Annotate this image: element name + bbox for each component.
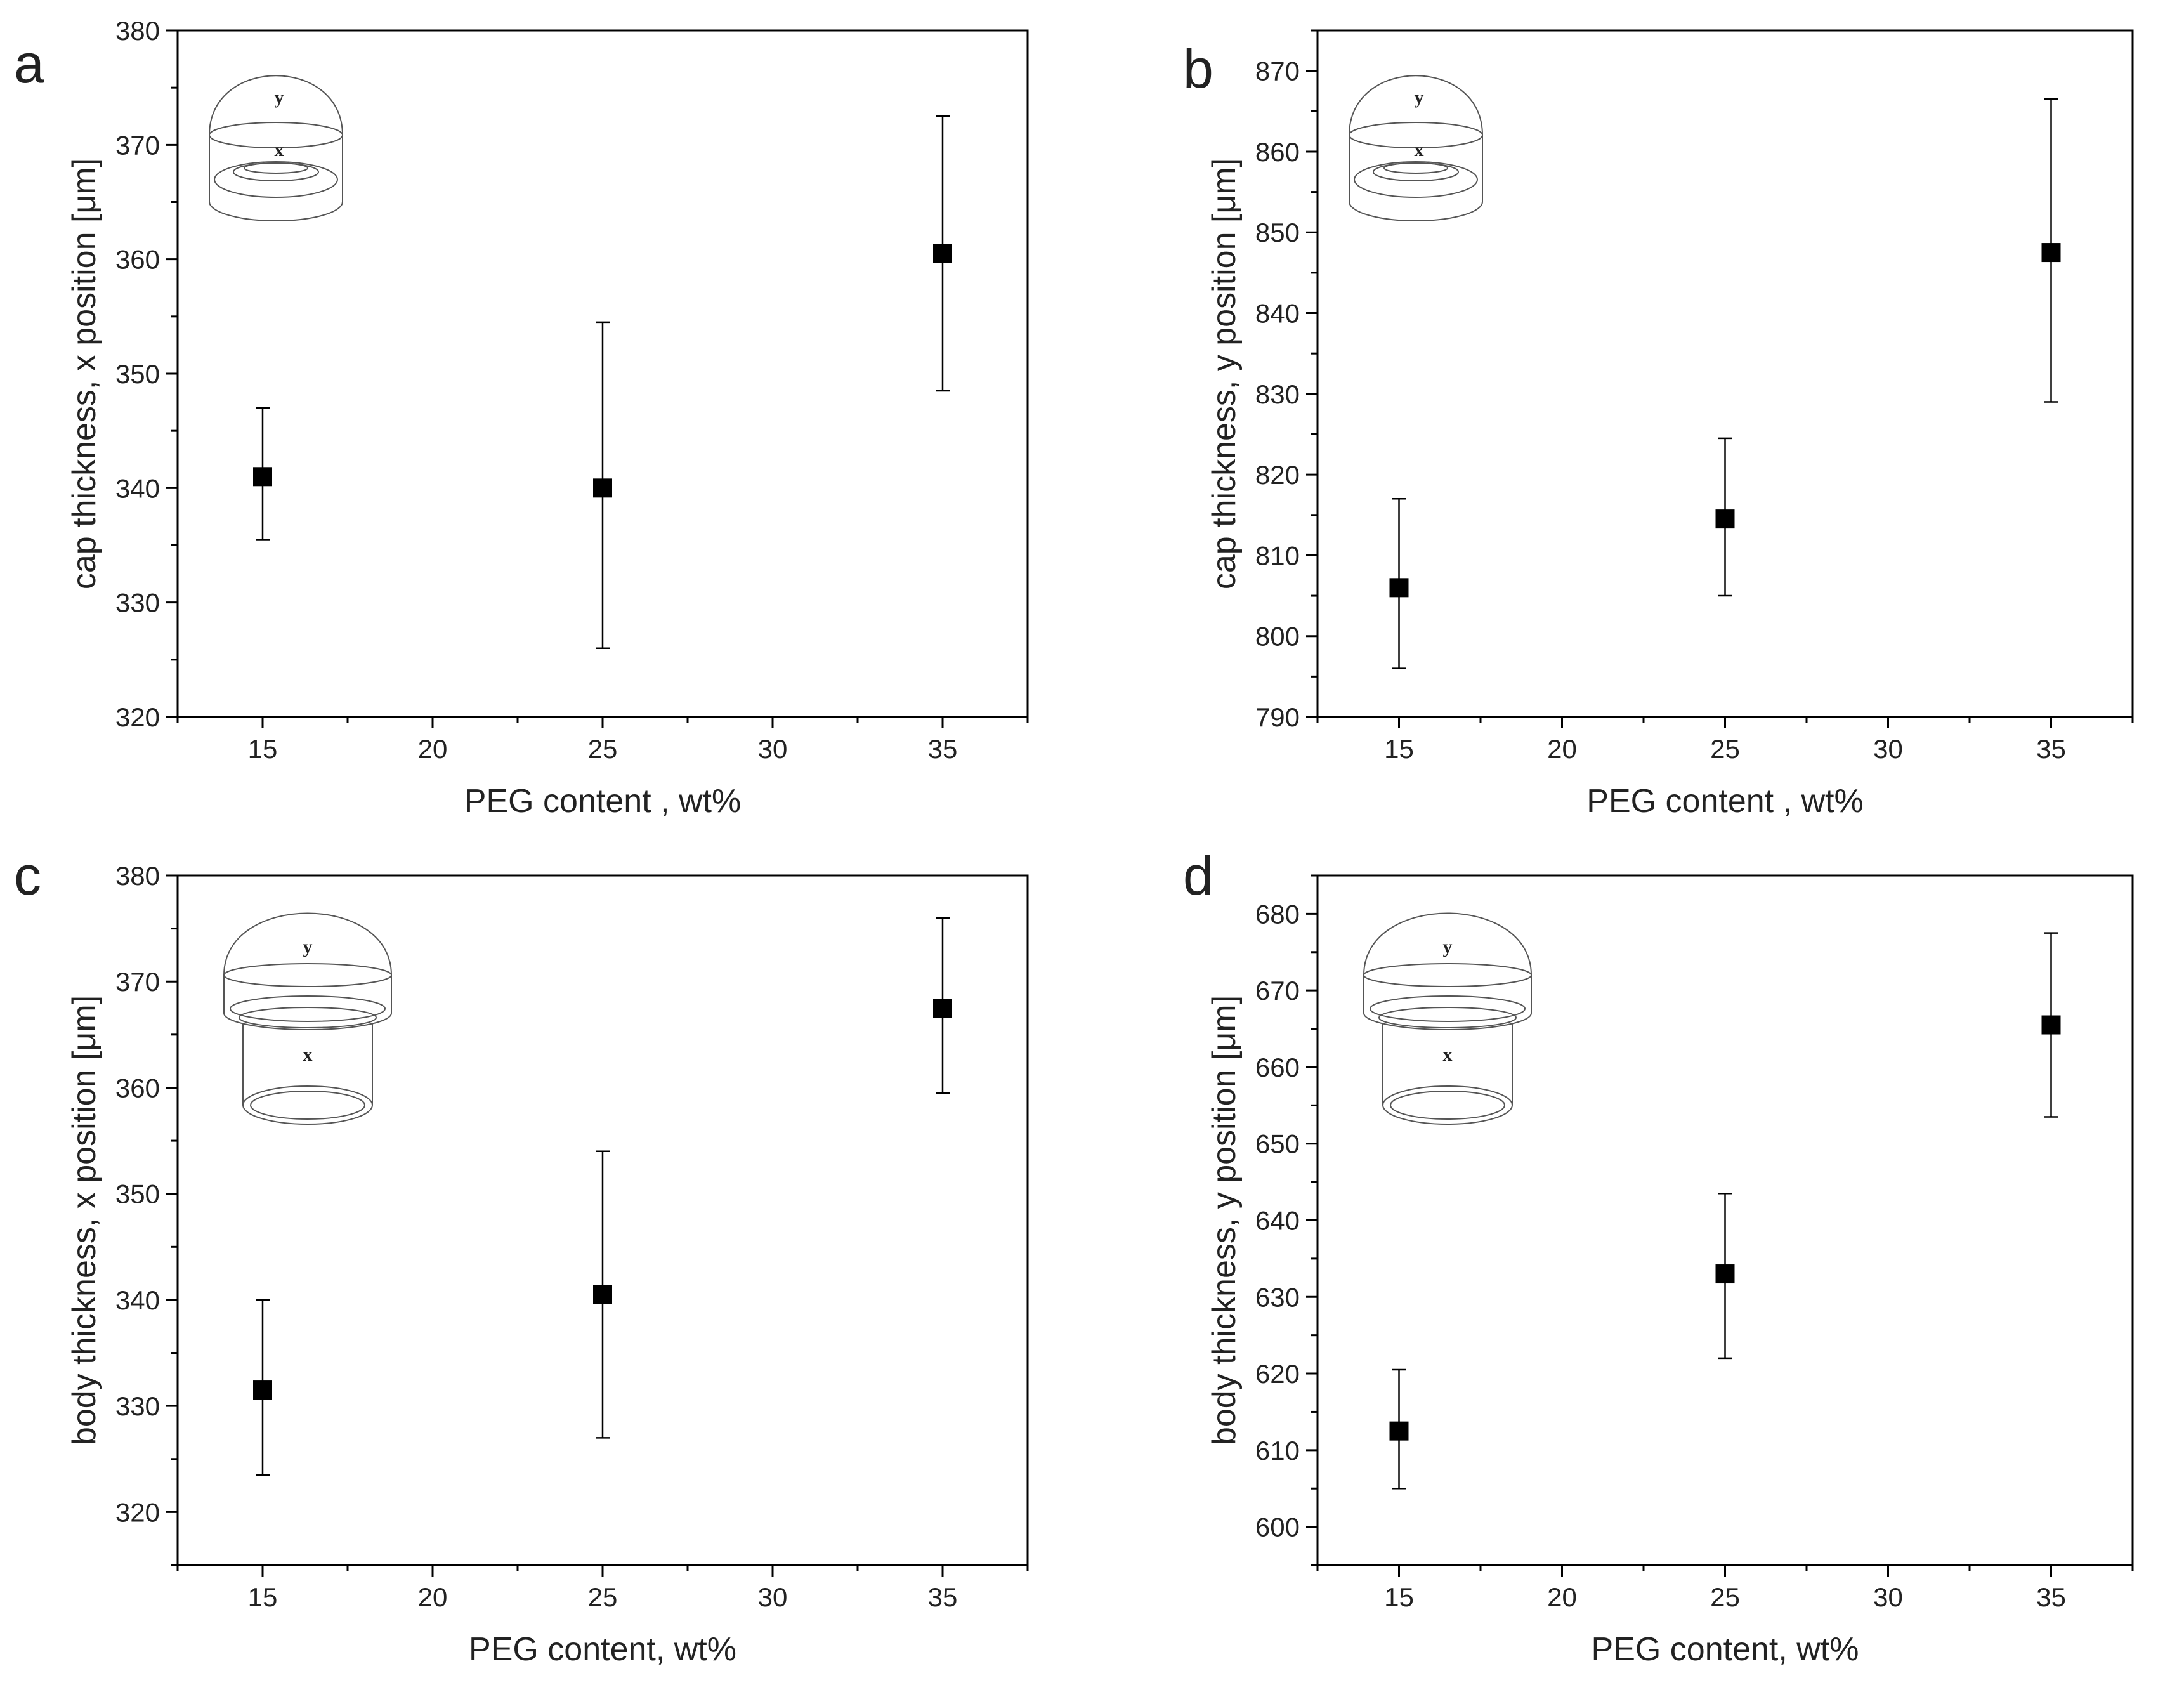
plot-frame [1316, 29, 2134, 718]
panel-letter: d [1183, 846, 1213, 907]
inset-label-y: y [1443, 936, 1453, 957]
data-point [2041, 1015, 2061, 1035]
inset-label-y: y [1415, 87, 1424, 108]
data-point [1715, 1264, 1735, 1284]
y-tick-label: 330 [115, 588, 160, 618]
panel-letter: a [14, 34, 44, 95]
x-axis-label: PEG content , wt% [1586, 783, 1863, 820]
data-point [933, 999, 952, 1018]
body-inset-icon: yx [1363, 912, 1532, 1125]
x-tick-label: 25 [588, 1582, 618, 1612]
x-tick-label: 30 [758, 734, 788, 764]
y-axis-label: body thickness, y position [μm] [1206, 995, 1243, 1445]
x-tick-label: 30 [758, 1582, 788, 1612]
inset-label-y: y [303, 936, 313, 957]
y-tick-label: 350 [115, 359, 160, 389]
y-tick-label: 360 [115, 1073, 160, 1103]
y-axis-label: body thickness, x position [μm] [66, 995, 103, 1445]
y-tick-label: 870 [1255, 56, 1300, 86]
inset-label-x: x [1443, 1044, 1453, 1065]
y-tick-label: 370 [115, 130, 160, 160]
body-inset-icon: yx [223, 912, 392, 1125]
x-tick-label: 25 [588, 734, 618, 764]
data-point [933, 244, 952, 263]
x-tick-label: 15 [1384, 1582, 1414, 1612]
panel-letter: b [1183, 39, 1213, 100]
x-tick-label: 15 [1384, 734, 1414, 764]
x-tick-label: 20 [1547, 734, 1577, 764]
x-tick-label: 35 [928, 1582, 958, 1612]
x-axis-label: PEG content , wt% [464, 783, 741, 820]
y-tick-label: 670 [1255, 976, 1300, 1006]
y-tick-label: 800 [1255, 622, 1300, 652]
y-tick-label: 330 [115, 1391, 160, 1421]
cap-inset-icon: yx [209, 75, 343, 221]
y-tick-label: 820 [1255, 460, 1300, 490]
y-tick-label: 340 [115, 1285, 160, 1315]
data-point [1389, 1421, 1409, 1441]
y-tick-label: 840 [1255, 299, 1300, 329]
inset-label-x: x [1415, 140, 1424, 161]
y-tick-label: 680 [1255, 899, 1300, 929]
y-tick-label: 660 [1255, 1052, 1300, 1082]
data-point [593, 478, 612, 498]
inset-label-x: x [303, 1044, 313, 1065]
y-tick-label: 810 [1255, 541, 1300, 570]
x-tick-label: 35 [2036, 1582, 2066, 1612]
y-tick-label: 850 [1255, 218, 1300, 247]
x-axis-label: PEG content, wt% [469, 1631, 736, 1668]
x-tick-label: 25 [1710, 1582, 1740, 1612]
data-point [2041, 243, 2061, 263]
x-axis-label: PEG content, wt% [1592, 1631, 1859, 1668]
chart-panel-d: d 600 610 620 630 640 650 660 670 680 15 20 25 30 35 PE… [1183, 846, 2134, 1668]
chart-panel-a: a 320 330 340 350 360 370 380 15 20 25 30 35 PEG cont… [14, 16, 1029, 820]
y-tick-label: 370 [115, 967, 160, 997]
data-point [253, 1380, 272, 1400]
x-tick-label: 15 [248, 1582, 278, 1612]
y-axis-label: cap thickness, y position [μm] [1206, 158, 1243, 589]
y-tick-label: 320 [115, 1497, 160, 1527]
chart-panel-c: c 320 330 340 350 360 370 380 15 20 25 30 35 PEG cont… [14, 846, 1029, 1668]
y-tick-label: 380 [115, 861, 160, 891]
y-axis-label: cap thickness, x position [μm] [66, 158, 103, 589]
x-tick-label: 20 [418, 1582, 448, 1612]
y-tick-label: 350 [115, 1179, 160, 1209]
x-tick-label: 35 [2036, 734, 2066, 764]
x-tick-label: 20 [418, 734, 448, 764]
cap-inset-icon: yx [1349, 75, 1483, 221]
y-tick-label: 610 [1255, 1436, 1300, 1465]
x-tick-label: 30 [1873, 734, 1903, 764]
y-tick-label: 320 [115, 702, 160, 732]
inset-label-x: x [275, 140, 284, 161]
y-tick-label: 380 [115, 16, 160, 46]
y-tick-label: 650 [1255, 1129, 1300, 1159]
x-tick-label: 30 [1873, 1582, 1903, 1612]
y-tick-label: 860 [1255, 137, 1300, 167]
data-point [253, 467, 272, 487]
y-tick-label: 620 [1255, 1359, 1300, 1389]
y-tick-label: 790 [1255, 702, 1300, 732]
x-tick-label: 20 [1547, 1582, 1577, 1612]
x-tick-label: 15 [248, 734, 278, 764]
y-tick-label: 830 [1255, 379, 1300, 409]
x-tick-label: 35 [928, 734, 958, 764]
data-point [1389, 578, 1409, 598]
y-tick-label: 640 [1255, 1206, 1300, 1236]
y-tick-label: 360 [115, 245, 160, 275]
y-tick-label: 340 [115, 473, 160, 503]
chart-panel-b: b 790 800 810 820 830 840 850 860 870 15 20 25 30 35 PE… [1183, 29, 2134, 820]
data-point [1715, 509, 1735, 529]
inset-label-y: y [275, 87, 284, 108]
x-tick-label: 25 [1710, 734, 1740, 764]
panel-letter: c [14, 846, 41, 907]
data-point [593, 1285, 612, 1304]
y-tick-label: 600 [1255, 1512, 1300, 1542]
y-tick-label: 630 [1255, 1282, 1300, 1312]
